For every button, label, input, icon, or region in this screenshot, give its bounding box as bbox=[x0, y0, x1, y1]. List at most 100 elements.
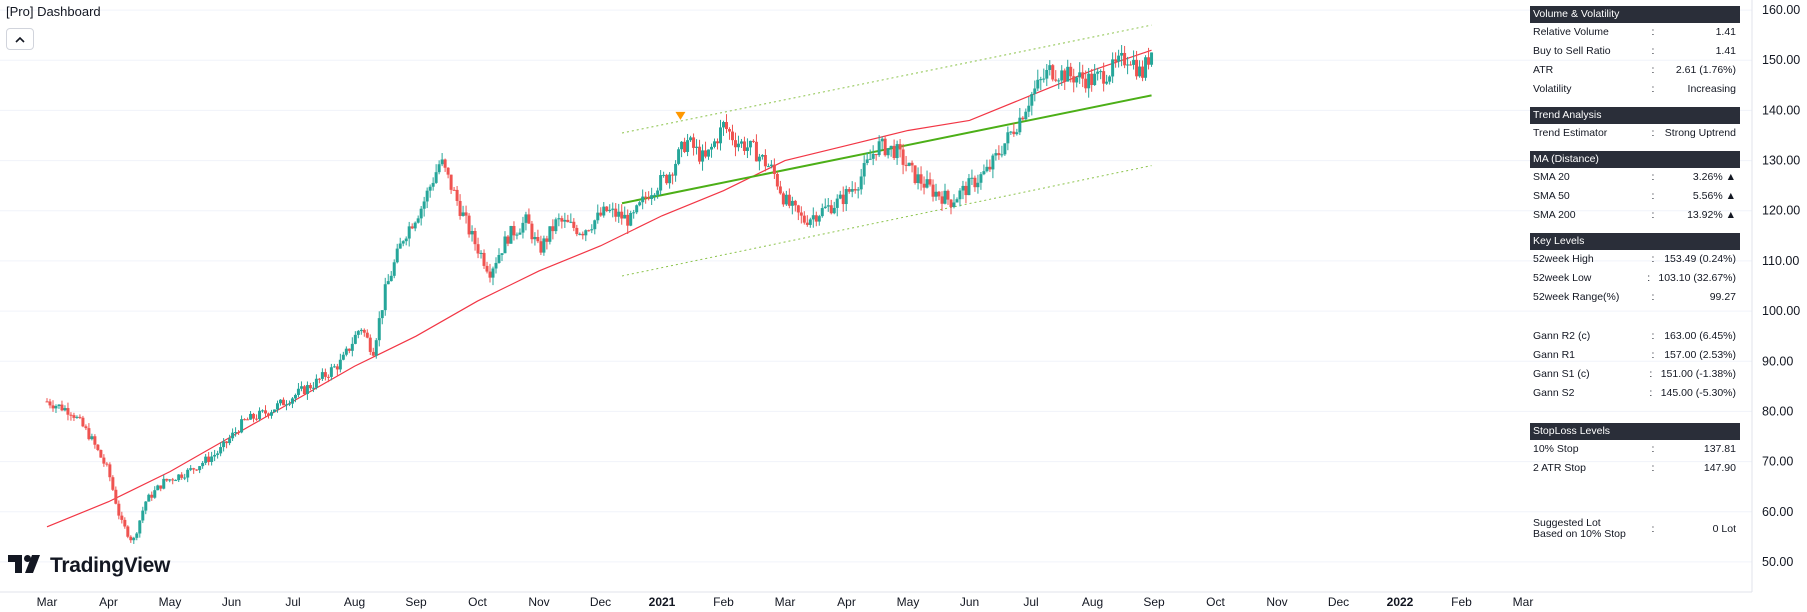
candle-body bbox=[910, 162, 914, 166]
candle-body bbox=[264, 410, 268, 414]
candle-body bbox=[889, 145, 893, 149]
candle-body bbox=[916, 174, 920, 184]
sma-200-line bbox=[46, 49, 1152, 528]
candle-body bbox=[1009, 131, 1013, 133]
gann-separator: : bbox=[1651, 330, 1655, 342]
candle-body bbox=[751, 140, 755, 142]
candle-body bbox=[111, 477, 115, 490]
gann-label: Gann S1 (c) bbox=[1533, 368, 1590, 380]
candle-body bbox=[69, 414, 73, 416]
volume-label: Buy to Sell Ratio bbox=[1533, 45, 1611, 57]
candle-body bbox=[590, 229, 594, 231]
collapse-button[interactable] bbox=[6, 28, 34, 50]
candle-body bbox=[171, 479, 175, 481]
candle-body bbox=[802, 215, 806, 223]
candle-body bbox=[293, 394, 297, 399]
x-tick-label: Mar bbox=[37, 595, 58, 609]
x-tick-label: Apr bbox=[837, 595, 856, 609]
candle-body bbox=[78, 416, 82, 418]
candle-body bbox=[662, 174, 666, 176]
candle-body bbox=[500, 253, 504, 255]
level-value: 99.27 bbox=[1709, 291, 1736, 303]
candle-body bbox=[204, 456, 208, 463]
candle-body bbox=[449, 174, 453, 190]
ma-row: SMA 20: 3.26% ▲ bbox=[1530, 168, 1740, 187]
candle-body bbox=[249, 413, 253, 420]
ma-value: 3.26% ▲ bbox=[1692, 171, 1736, 183]
x-tick-label: Aug bbox=[344, 595, 365, 609]
candle-body bbox=[267, 413, 271, 416]
candle-body bbox=[1126, 64, 1130, 66]
x-tick-label: Feb bbox=[1451, 595, 1472, 609]
candle-body bbox=[464, 212, 468, 216]
y-tick-label: 90.00 bbox=[1762, 354, 1793, 368]
candle-body bbox=[739, 141, 743, 144]
candle-body bbox=[422, 201, 426, 209]
candle-body bbox=[410, 226, 414, 229]
candle-body bbox=[599, 212, 603, 216]
candle-body bbox=[754, 141, 758, 162]
gann-separator: : bbox=[1649, 368, 1653, 380]
candle-body bbox=[991, 155, 995, 170]
candle-body bbox=[1087, 73, 1091, 89]
candle-body bbox=[320, 372, 324, 379]
gann-separator: : bbox=[1651, 349, 1655, 361]
candle-body bbox=[1147, 57, 1151, 65]
candle-body bbox=[123, 519, 127, 527]
candle-body bbox=[93, 436, 97, 445]
candle-body bbox=[689, 137, 693, 141]
x-tick-label: Sep bbox=[405, 595, 427, 609]
ma-section-header: MA (Distance) bbox=[1530, 151, 1740, 168]
candle-body bbox=[335, 366, 339, 370]
candle-body bbox=[201, 462, 205, 467]
candle-body bbox=[231, 432, 235, 439]
candle-body bbox=[560, 218, 564, 222]
candle-body bbox=[572, 221, 576, 228]
volume-separator: : bbox=[1651, 83, 1655, 95]
candle-body bbox=[826, 205, 830, 207]
candle-body bbox=[626, 214, 630, 226]
candle-body bbox=[877, 141, 881, 156]
candle-body bbox=[174, 480, 178, 482]
candle-body bbox=[96, 444, 100, 450]
x-tick-label: Feb bbox=[713, 595, 734, 609]
ma-row: SMA 200: 13.92% ▲ bbox=[1530, 206, 1740, 225]
volume-value: 1.41 bbox=[1715, 26, 1736, 38]
candle-body bbox=[150, 494, 154, 498]
volume-label: Relative Volume bbox=[1533, 26, 1609, 38]
candle-body bbox=[270, 412, 273, 416]
candle-body bbox=[51, 405, 55, 409]
candle-body bbox=[527, 214, 531, 224]
candle-body bbox=[416, 218, 420, 223]
x-tick-label: Jun bbox=[960, 595, 979, 609]
candle-body bbox=[302, 386, 306, 395]
candle-body bbox=[437, 164, 441, 173]
candle-body bbox=[1129, 64, 1133, 66]
stoploss-section-rows: 10% Stop: 137.81 2 ATR Stop: 147.90 bbox=[1530, 440, 1740, 478]
candle-body bbox=[1096, 71, 1100, 74]
tradingview-logo[interactable]: TradingView bbox=[8, 554, 170, 578]
candle-body bbox=[198, 466, 202, 471]
candle-body bbox=[1024, 111, 1028, 120]
y-tick-label: 70.00 bbox=[1762, 455, 1793, 469]
x-tick-label: Sep bbox=[1143, 595, 1165, 609]
candle-body bbox=[1027, 105, 1031, 112]
candle-body bbox=[99, 449, 103, 458]
candle-body bbox=[374, 340, 378, 356]
candle-body bbox=[515, 234, 519, 236]
candle-body bbox=[117, 503, 121, 516]
candle-body bbox=[503, 236, 507, 254]
candle-body bbox=[934, 191, 938, 197]
ma-value: 13.92% ▲ bbox=[1687, 209, 1736, 221]
candle-body bbox=[542, 238, 546, 253]
x-tick-label: Mar bbox=[775, 595, 796, 609]
candle-body bbox=[314, 378, 318, 388]
candle-body bbox=[317, 378, 321, 380]
candle-body bbox=[192, 468, 196, 470]
candle-body bbox=[1039, 79, 1043, 81]
gann-separator: : bbox=[1649, 387, 1653, 399]
volume-separator: : bbox=[1651, 45, 1655, 57]
candle-body bbox=[144, 501, 148, 511]
indicator-title: [Pro] Dashboard bbox=[6, 4, 101, 19]
